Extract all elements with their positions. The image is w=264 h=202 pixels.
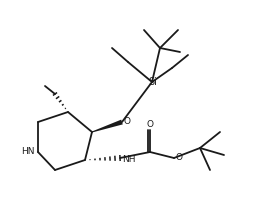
Text: NH: NH [122, 156, 135, 164]
Text: O: O [147, 120, 153, 129]
Text: O: O [175, 154, 182, 162]
Polygon shape [92, 120, 123, 133]
Text: Si: Si [149, 77, 157, 87]
Text: O: O [124, 117, 131, 125]
Text: HN: HN [21, 147, 35, 157]
